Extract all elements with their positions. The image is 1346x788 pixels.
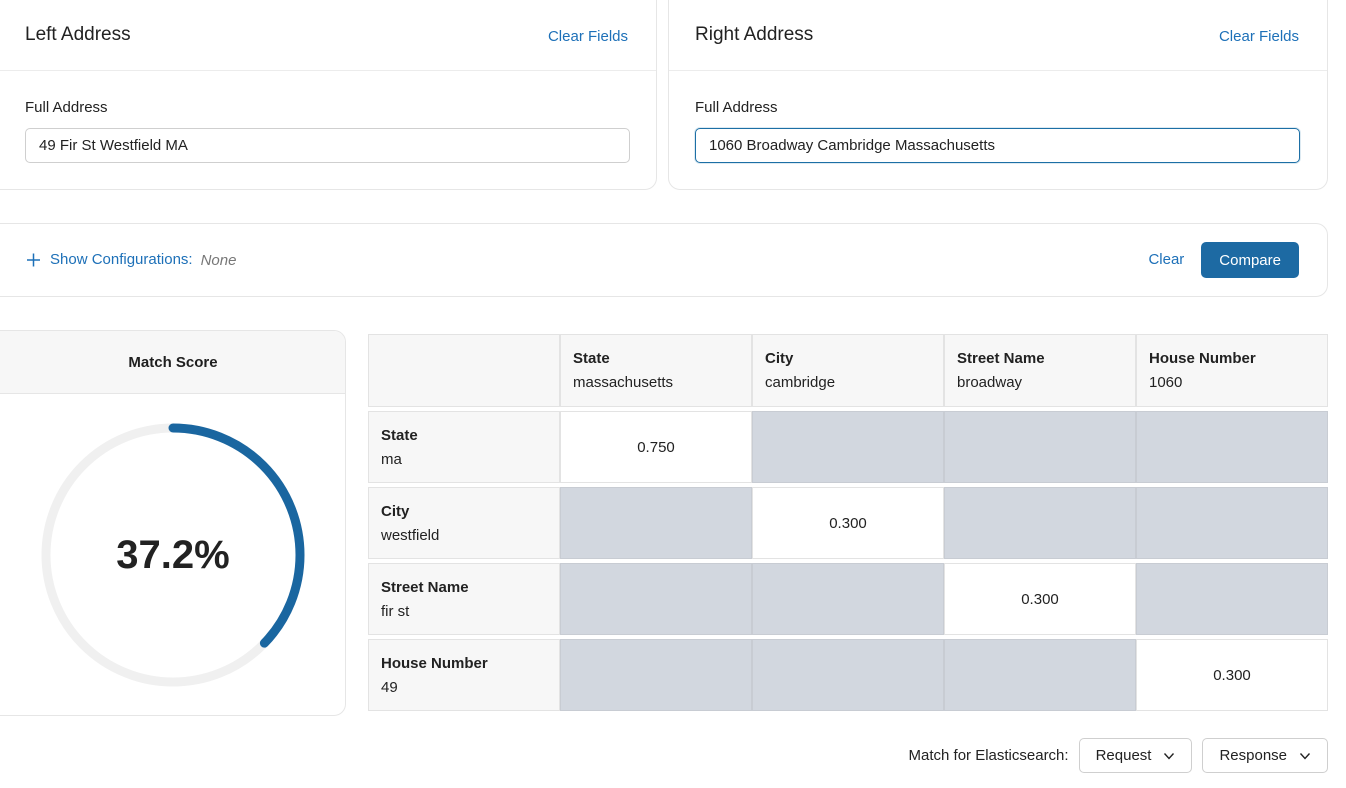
empty-cell <box>560 563 752 635</box>
column-header-street-name: Street Name broadway <box>944 334 1136 407</box>
column-header-name: House Number <box>1149 350 1256 367</box>
matrix-row-city: City westfield 0.300 <box>368 487 1328 559</box>
request-label: Request <box>1095 747 1152 764</box>
match-score-gauge <box>41 423 305 687</box>
configuration-bar: Show Configurations: None Clear Compare <box>0 223 1328 297</box>
elasticsearch-label: Match for Elasticsearch: <box>908 747 1069 764</box>
row-header-street-name: Street Name fir st <box>368 563 560 635</box>
empty-cell <box>944 639 1136 711</box>
configuration-value: None <box>200 251 237 269</box>
column-header-value: massachusetts <box>573 374 674 391</box>
right-clear-fields-link[interactable]: Clear Fields <box>1218 28 1299 45</box>
right-address-header: Right Address Clear Fields <box>669 0 1327 71</box>
clear-button[interactable]: Clear <box>1148 251 1185 268</box>
empty-cell <box>752 411 944 483</box>
left-full-address-input[interactable] <box>25 128 630 163</box>
compare-button[interactable]: Compare <box>1201 242 1299 278</box>
column-header-value: broadway <box>957 374 1023 391</box>
row-header-value: ma <box>381 451 402 468</box>
match-score-title: Match Score <box>0 331 345 394</box>
score-cell-city-city: 0.300 <box>752 487 944 559</box>
empty-cell <box>560 487 752 559</box>
row-header-state: State ma <box>368 411 560 483</box>
score-cell-state-state: 0.750 <box>560 411 752 483</box>
empty-cell <box>752 563 944 635</box>
row-header-name: Street Name <box>381 579 469 596</box>
elasticsearch-footer: Match for Elasticsearch: Request Respons… <box>909 738 1328 773</box>
column-header-value: 1060 <box>1149 374 1183 391</box>
left-address-title: Left Address <box>25 24 131 45</box>
column-header-name: City <box>765 350 794 367</box>
left-address-header: Left Address Clear Fields <box>0 0 656 71</box>
score-cell-house-house: 0.300 <box>1136 639 1328 711</box>
request-dropdown[interactable]: Request <box>1078 738 1193 773</box>
column-header-house-number: House Number 1060 <box>1136 334 1328 407</box>
empty-cell <box>752 639 944 711</box>
row-header-name: City <box>381 503 410 520</box>
chevron-down-icon <box>1164 752 1175 760</box>
match-score-card: Match Score 37.2% <box>0 330 346 716</box>
empty-cell <box>944 487 1136 559</box>
match-score-value: 37.2% <box>116 532 230 577</box>
response-label: Response <box>1219 747 1287 764</box>
empty-cell <box>944 411 1136 483</box>
show-configurations-label[interactable]: Show Configurations: <box>50 251 193 268</box>
show-configurations-toggle[interactable]: Show Configurations: None <box>25 251 236 269</box>
score-cell-street-street: 0.300 <box>944 563 1136 635</box>
left-clear-fields-link[interactable]: Clear Fields <box>547 28 628 45</box>
empty-cell <box>560 639 752 711</box>
column-header-name: State <box>573 350 610 367</box>
match-matrix-table: State massachusetts City cambridge Stree… <box>368 334 1328 711</box>
left-full-address-label: Full Address <box>25 99 108 116</box>
column-header-name: Street Name <box>957 350 1045 367</box>
left-address-body: Full Address <box>0 71 656 163</box>
right-full-address-input[interactable] <box>695 128 1300 163</box>
matrix-row-street-name: Street Name fir st 0.300 <box>368 563 1328 635</box>
row-header-name: House Number <box>381 655 488 672</box>
matrix-row-house-number: House Number 49 0.300 <box>368 639 1328 711</box>
gauge-progress-arc <box>41 423 305 687</box>
chevron-down-icon <box>1299 752 1311 760</box>
empty-cell <box>1136 411 1328 483</box>
row-header-value: 49 <box>381 679 398 696</box>
empty-cell <box>1136 563 1328 635</box>
right-address-body: Full Address <box>669 71 1327 163</box>
column-header-value: cambridge <box>765 374 836 391</box>
row-header-name: State <box>381 427 418 444</box>
row-header-city: City westfield <box>368 487 560 559</box>
right-address-title: Right Address <box>695 24 814 45</box>
left-address-card: Left Address Clear Fields Full Address <box>0 0 657 190</box>
row-header-value: fir st <box>381 603 410 620</box>
response-dropdown[interactable]: Response <box>1202 738 1328 773</box>
column-header-state: State massachusetts <box>560 334 752 407</box>
column-header-city: City cambridge <box>752 334 944 407</box>
config-actions: Clear Compare <box>1148 242 1299 278</box>
matrix-header-row: State massachusetts City cambridge Stree… <box>368 334 1328 407</box>
matrix-row-state: State ma 0.750 <box>368 411 1328 483</box>
plus-icon <box>27 253 40 267</box>
right-address-card: Right Address Clear Fields Full Address <box>668 0 1328 190</box>
matrix-corner-cell <box>368 334 560 407</box>
right-full-address-label: Full Address <box>695 99 778 116</box>
row-header-value: westfield <box>381 527 440 544</box>
row-header-house-number: House Number 49 <box>368 639 560 711</box>
empty-cell <box>1136 487 1328 559</box>
